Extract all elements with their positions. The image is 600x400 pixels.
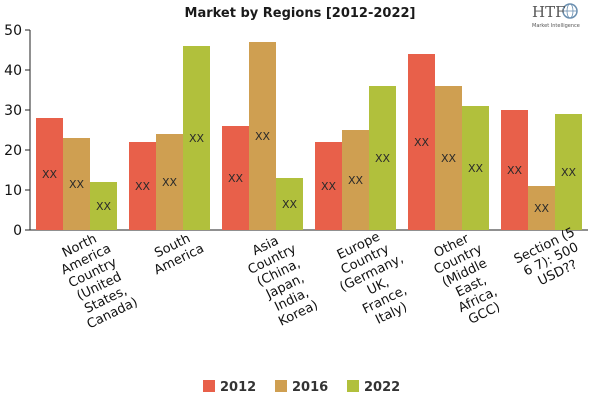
data-label: XX	[228, 172, 244, 185]
data-label: XX	[282, 198, 298, 211]
data-label: XX	[441, 152, 457, 165]
y-tick-label: 50	[4, 23, 22, 39]
bar-2012-4	[408, 54, 435, 230]
bar-2016-1	[156, 134, 183, 230]
data-label: XX	[348, 174, 364, 187]
bar-2022-2	[276, 178, 303, 230]
data-label: XX	[561, 166, 577, 179]
bar-2012-5	[501, 110, 528, 230]
data-label: XX	[468, 162, 484, 175]
data-label: XX	[375, 152, 391, 165]
bar-2016-3	[342, 130, 369, 230]
category-labels: NorthAmericaCountry(UnitedStates,Canada)…	[59, 225, 581, 333]
bar-2012-3	[315, 142, 342, 230]
y-tick-label: 10	[4, 183, 22, 199]
bar-2016-4	[435, 86, 462, 230]
data-label: XX	[69, 178, 85, 191]
data-label: XX	[321, 180, 337, 193]
logo: HTF Market Intelligence	[532, 3, 580, 29]
bar-2022-5	[555, 114, 582, 230]
bar-2022-3	[369, 86, 396, 230]
data-labels: XX XX XX XX XX XX XX XX XX XX XX XX XX XX XX XX XX XX	[42, 130, 577, 215]
data-label: XX	[96, 200, 112, 213]
bar-2012-0	[36, 118, 63, 230]
globe-icon	[562, 3, 578, 19]
chart-title: Market by Regions [2012-2022]	[185, 6, 416, 21]
data-label: XX	[534, 202, 550, 215]
data-label: XX	[414, 136, 430, 149]
legend-swatch-2012	[203, 380, 215, 392]
data-label: XX	[162, 176, 178, 189]
bar-2022-1	[183, 46, 210, 230]
legend-label-2022: 2022	[364, 380, 400, 395]
bar-2016-2	[249, 42, 276, 230]
bar-2022-4	[462, 106, 489, 230]
data-label: XX	[189, 132, 205, 145]
bar-2012-1	[129, 142, 156, 230]
bar-2016-5	[528, 186, 555, 230]
y-axis-ticks: 0 10 20 30 40 50	[4, 23, 30, 239]
logo-tagline: Market Intelligence	[532, 23, 580, 29]
legend-swatch-2022	[347, 380, 359, 392]
legend-label-2012: 2012	[220, 380, 256, 395]
y-tick-label: 30	[4, 103, 22, 119]
data-label: XX	[255, 130, 271, 143]
legend-label-2016: 2016	[292, 380, 328, 395]
bar-2022-0	[90, 182, 117, 230]
data-label: XX	[42, 168, 58, 181]
bar-2012-2	[222, 126, 249, 230]
data-label: XX	[507, 164, 523, 177]
bars	[36, 42, 582, 230]
y-tick-label: 0	[13, 223, 22, 239]
data-label: XX	[135, 180, 151, 193]
y-tick-label: 20	[4, 143, 22, 159]
logo-brand: HTF	[532, 3, 566, 21]
legend-swatch-2016	[275, 380, 287, 392]
legend: 2012 2016 2022	[203, 380, 400, 395]
bar-2016-0	[63, 138, 90, 230]
y-tick-label: 40	[4, 63, 22, 79]
